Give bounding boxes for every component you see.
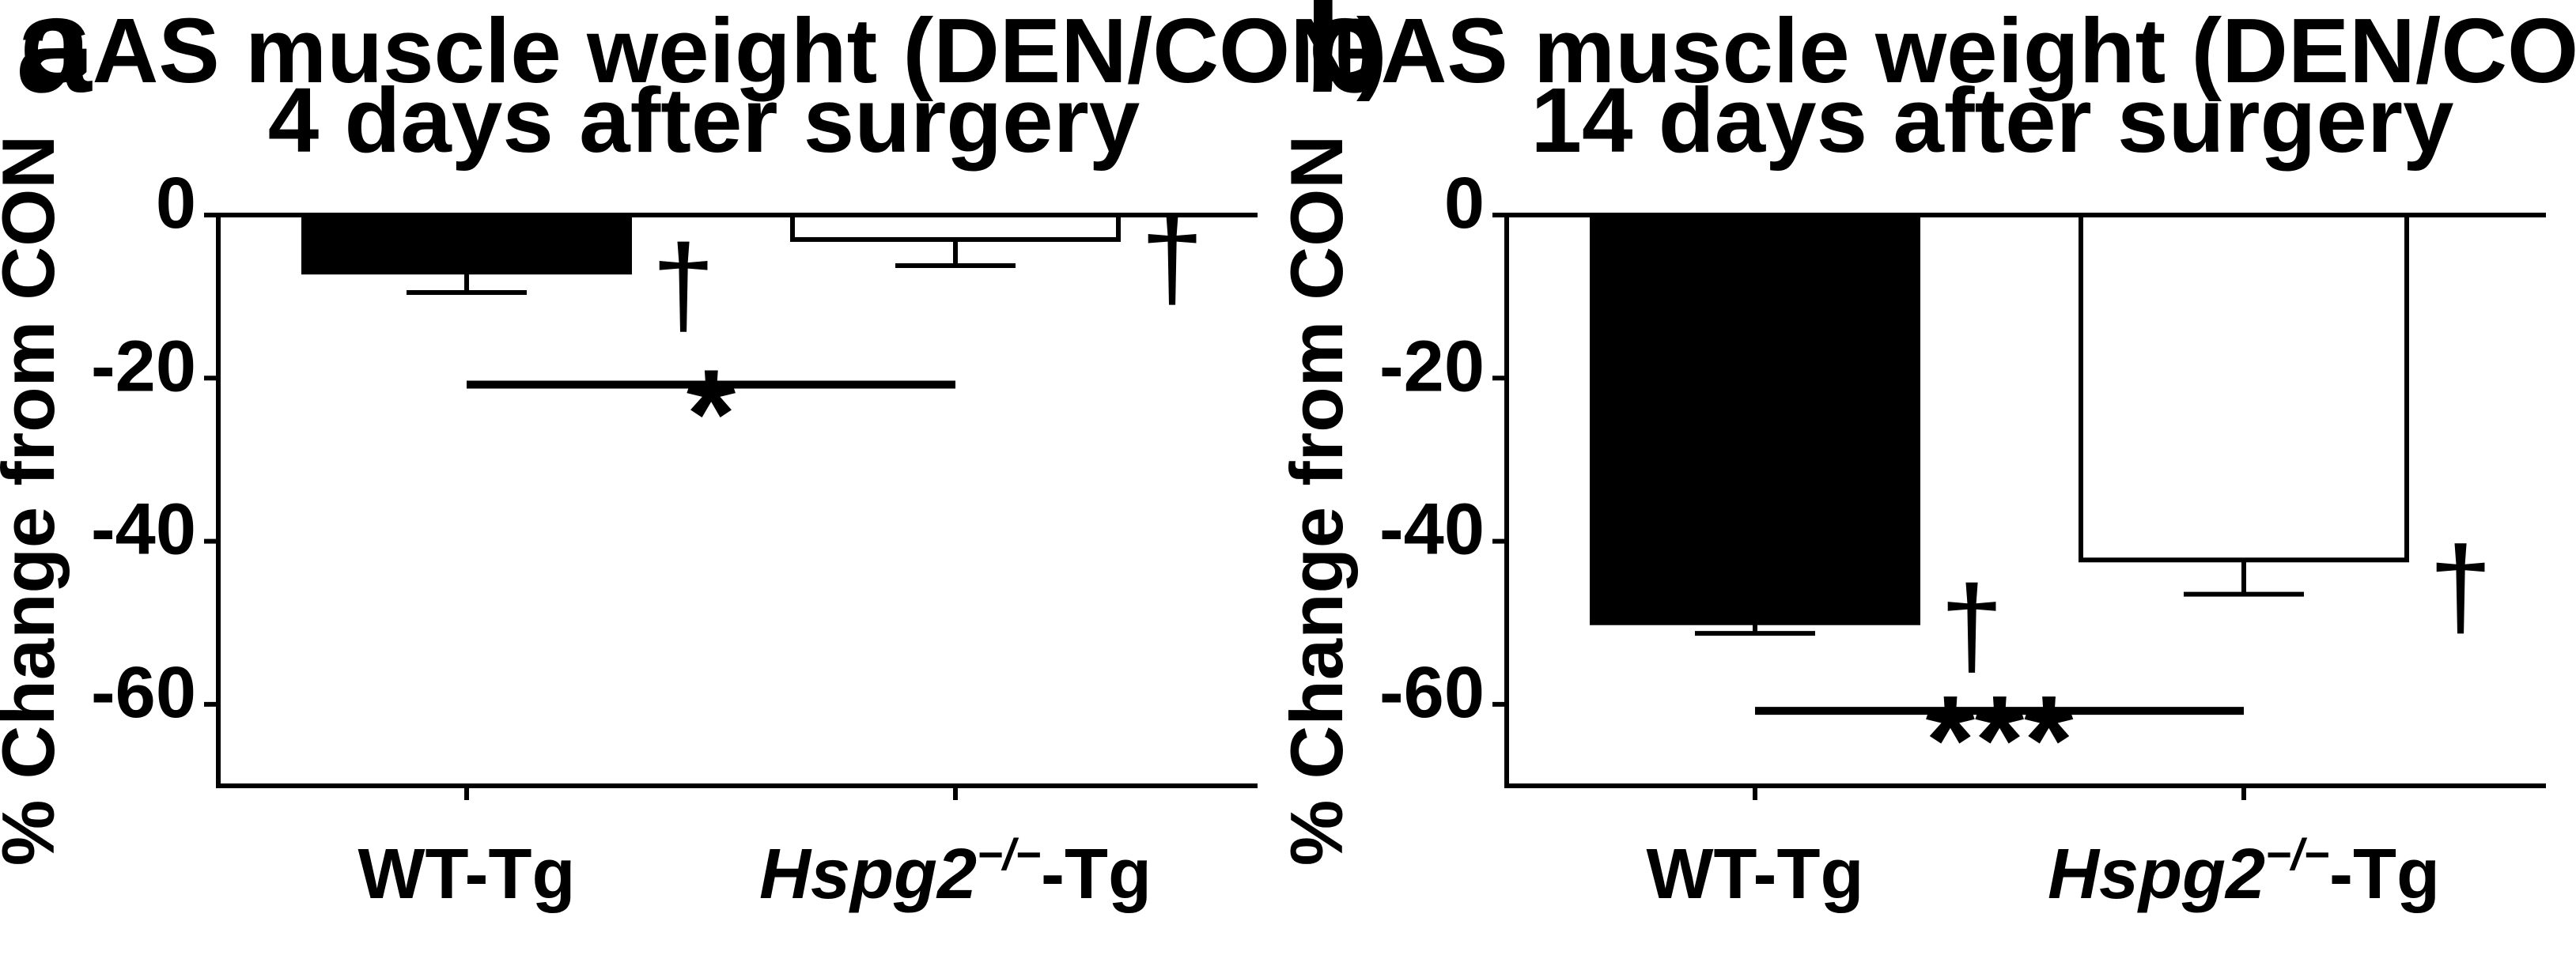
category-gene-name: Hspg2 <box>2048 835 2265 914</box>
chart-title-line-1: GAS muscle weight (DEN/CON) <box>1309 0 2576 102</box>
bar-wt-tg <box>301 213 632 275</box>
bar-wt-tg <box>1590 213 1920 625</box>
y-tick-label: 0 <box>156 163 196 244</box>
x-category-label: WT-Tg <box>1647 835 1864 914</box>
significance-label: * <box>687 343 736 485</box>
y-tick-label: -60 <box>1379 652 1485 733</box>
category-superscript: −/− <box>977 829 1041 879</box>
y-axis-label: % Change from CON <box>0 135 70 866</box>
significance-dagger: † <box>652 221 715 349</box>
x-category-label: Hspg2−/−-Tg <box>759 829 1152 914</box>
y-tick-label: -20 <box>91 326 196 406</box>
category-text: WT-Tg <box>1647 835 1864 914</box>
panel-letter: a <box>16 0 93 121</box>
y-tick-label: 0 <box>1444 163 1485 244</box>
category-gene-name: Hspg2 <box>759 835 977 914</box>
chart-title-line-2: 4 days after surgery <box>268 69 1140 172</box>
bar-hspg2-tg <box>2079 213 2409 563</box>
y-tick-label: -40 <box>91 489 196 570</box>
y-tick-label: -60 <box>91 652 196 733</box>
category-suffix: -Tg <box>1041 835 1152 914</box>
chart-title-line-2: 14 days after surgery <box>1530 69 2453 172</box>
category-text: WT-Tg <box>358 835 576 914</box>
chart-title-line-1: GAS muscle weight (DEN/CON) <box>21 0 1386 102</box>
x-category-label: Hspg2−/−-Tg <box>2048 829 2440 914</box>
significance-label: *** <box>1926 669 2075 810</box>
significance-dagger: † <box>2429 523 2492 651</box>
y-tick-label: -20 <box>1379 326 1485 406</box>
x-category-label: WT-Tg <box>358 835 576 914</box>
bar-hspg2-tg <box>790 213 1121 242</box>
y-tick-label: -40 <box>1379 489 1485 570</box>
category-superscript: −/− <box>2265 829 2329 879</box>
y-axis-label: % Change from CON <box>1275 135 1358 866</box>
category-suffix: -Tg <box>2329 835 2440 914</box>
significance-dagger: † <box>1940 562 2003 689</box>
panel-letter: b <box>1304 0 1387 121</box>
chart-panel-b: b GAS muscle weight (DEN/CON) 14 days afte… <box>1275 0 2576 974</box>
chart-panel-a: a GAS muscle weight (DEN/CON) 4 days after… <box>0 0 1387 914</box>
